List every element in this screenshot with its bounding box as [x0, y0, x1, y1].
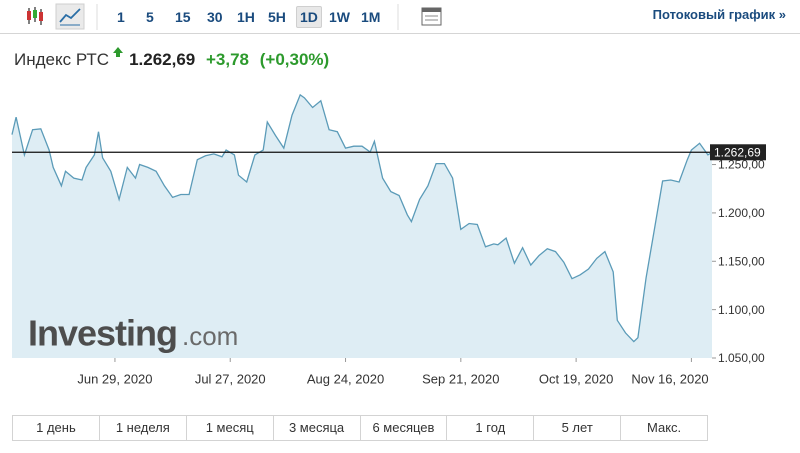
- y-tick-label: 1.150,00: [718, 254, 765, 268]
- price: 1.262,69: [129, 50, 196, 69]
- period-button[interactable]: 6 месяцев: [361, 416, 448, 440]
- price-line: [11, 93, 713, 343]
- y-tick-label: 1.200,00: [718, 206, 765, 220]
- up-arrow: [113, 47, 124, 57]
- interval-button[interactable]: 15: [175, 9, 191, 25]
- current-price-label: 1.262,69: [714, 145, 761, 159]
- interval-button[interactable]: 5: [146, 9, 154, 25]
- interval-button[interactable]: 5H: [268, 9, 286, 25]
- change-percent: (+0,30%): [259, 50, 330, 69]
- period-button[interactable]: 1 год: [447, 416, 535, 440]
- x-tick-label: Jul 27, 2020: [195, 371, 266, 386]
- area-fill: [12, 94, 712, 359]
- period-button[interactable]: 1 неделя: [100, 416, 187, 440]
- period-button[interactable]: 5 лет: [534, 416, 622, 440]
- interval-button[interactable]: 1W: [329, 9, 350, 25]
- interval-button[interactable]: 1H: [237, 9, 255, 25]
- y-tick-label: 1.250,00: [718, 158, 765, 172]
- current-price-box: [710, 144, 766, 161]
- candles-icon[interactable]: [27, 7, 43, 25]
- toolbar-icons: [27, 3, 442, 30]
- x-tick-label: Aug 24, 2020: [307, 371, 384, 386]
- interval-button[interactable]: 1: [117, 9, 125, 25]
- watermark-suffix: .com: [182, 321, 238, 351]
- change: +3,78: [206, 50, 250, 69]
- interval-button[interactable]: 1M: [361, 9, 381, 25]
- interval-button[interactable]: 1D: [296, 6, 322, 28]
- y-tick-label: 1.050,00: [718, 351, 765, 365]
- instrument-name: Индекс РТС: [14, 50, 110, 69]
- toolbar: 1 5 15 30 1H 5H 1D 1W 1M Потоковый график »: [0, 0, 800, 34]
- interval-button[interactable]: 30: [207, 9, 223, 25]
- period-button[interactable]: 1 месяц: [187, 416, 274, 440]
- watermark-brand: Investing: [28, 313, 177, 354]
- period-button[interactable]: 3 месяца: [274, 416, 361, 440]
- line-icon[interactable]: [59, 8, 81, 23]
- x-tick-label: Nov 16, 2020: [631, 371, 708, 386]
- chart: Investing .com 1.050,00 1.100,00 1.150,00 1…: [11, 93, 766, 386]
- stream-link[interactable]: Потоковый график »: [652, 7, 786, 22]
- x-tick-label: Sep 21, 2020: [422, 371, 499, 386]
- period-button[interactable]: Макс.: [646, 420, 682, 435]
- settings-icon[interactable]: [421, 7, 442, 26]
- period-bar: 1 день 1 неделя 1 месяц 3 месяца 6 месяцев 1 …: [12, 415, 708, 441]
- x-tick-label: Jun 29, 2020: [77, 371, 152, 386]
- y-tick-label: 1.100,00: [718, 303, 765, 317]
- quote-header: Индекс РТС 1.262,69 +3,78 (+0,30%): [14, 47, 335, 71]
- x-tick-label: Oct 19, 2020: [539, 371, 613, 386]
- period-button[interactable]: 1 день: [13, 416, 100, 440]
